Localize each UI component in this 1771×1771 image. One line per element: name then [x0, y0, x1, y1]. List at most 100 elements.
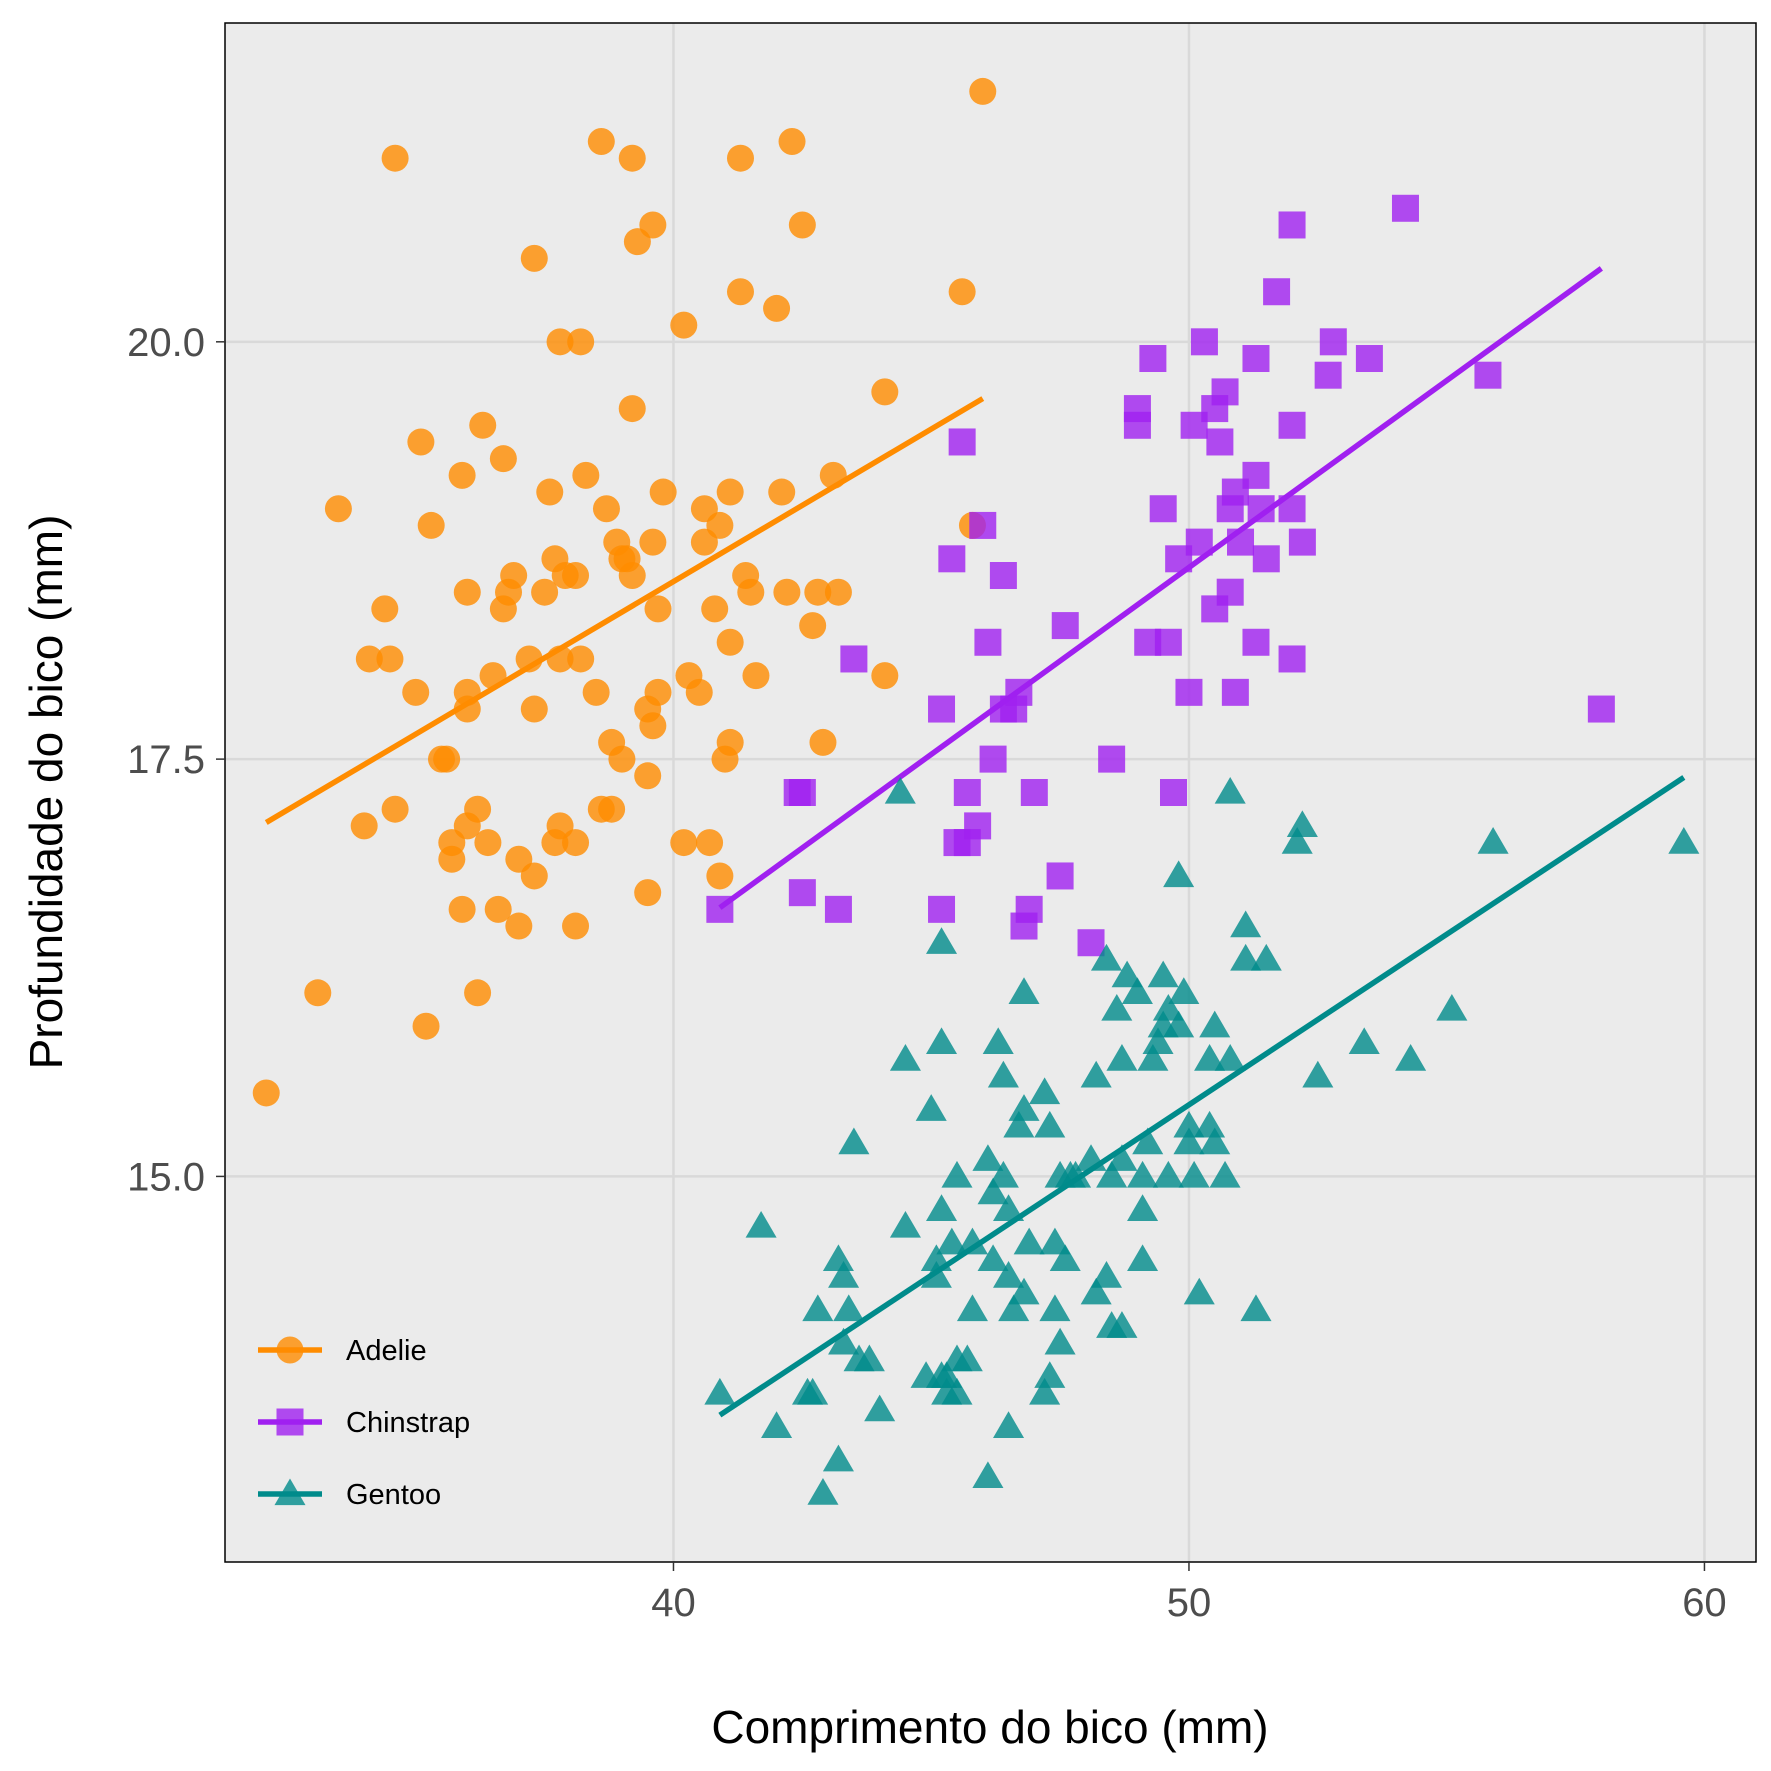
data-point-adelie	[304, 979, 332, 1007]
x-axis-ticks: 40 50 60	[651, 1562, 1727, 1625]
data-point-gentoo	[807, 1478, 839, 1505]
data-point-gentoo	[1137, 1044, 1169, 1071]
data-point-gentoo	[987, 1160, 1019, 1188]
data-point-gentoo	[822, 1244, 854, 1272]
data-point-chinstrap	[989, 562, 1017, 590]
data-point-adelie	[572, 461, 600, 489]
data-point-adelie	[639, 528, 667, 556]
data-point-gentoo	[1395, 1044, 1427, 1071]
x-tick-label: 60	[1682, 1581, 1727, 1625]
data-point-gentoo	[1096, 1160, 1128, 1188]
data-point-gentoo	[889, 1210, 921, 1238]
data-point-gentoo	[972, 1461, 1004, 1489]
data-point-adelie	[716, 478, 744, 506]
data-point-chinstrap	[953, 779, 981, 806]
data-point-gentoo	[1075, 1144, 1107, 1171]
data-point-chinstrap	[1319, 328, 1347, 356]
data-point-adelie	[592, 495, 620, 523]
data-point-gentoo	[1152, 1160, 1184, 1188]
data-point-gentoo	[920, 1244, 952, 1272]
data-point-chinstrap	[928, 695, 956, 723]
data-point-chinstrap	[1190, 328, 1218, 356]
data-point-chinstrap	[969, 511, 997, 539]
data-point-chinstrap	[1139, 345, 1167, 373]
data-point-adelie	[252, 1079, 280, 1107]
data-point-gentoo	[1209, 1160, 1241, 1188]
data-point-chinstrap	[1247, 495, 1275, 523]
data-point-gentoo	[833, 1294, 865, 1322]
data-point-chinstrap	[1149, 495, 1177, 523]
data-point-adelie	[448, 895, 476, 923]
data-point-gentoo	[1214, 1044, 1246, 1071]
data-point-gentoo	[1348, 1027, 1380, 1055]
data-point-adelie	[582, 678, 610, 706]
data-point-gentoo	[1008, 977, 1040, 1004]
legend-item-chinstrap: Chinstrap	[258, 1407, 470, 1439]
data-point-gentoo	[926, 1194, 958, 1221]
data-point-chinstrap	[1252, 545, 1280, 573]
data-point-gentoo	[972, 1144, 1004, 1171]
data-point-gentoo	[761, 1411, 793, 1438]
data-point-gentoo	[889, 1044, 921, 1071]
data-point-gentoo	[1121, 977, 1153, 1004]
data-point-gentoo	[1152, 993, 1184, 1021]
data-point-gentoo	[1029, 1377, 1061, 1405]
data-point-chinstrap	[1098, 745, 1126, 773]
data-point-adelie	[608, 745, 636, 773]
data-point-gentoo	[926, 1027, 958, 1055]
data-point-adelie	[799, 612, 827, 640]
data-point-gentoo	[993, 1261, 1025, 1288]
data-point-gentoo	[704, 1377, 736, 1405]
data-point-gentoo	[982, 1027, 1014, 1055]
data-point-gentoo	[1060, 1160, 1092, 1188]
data-point-chinstrap	[1314, 361, 1342, 389]
data-point-chinstrap	[1159, 779, 1187, 806]
legend-key-marker	[276, 1408, 304, 1436]
data-point-chinstrap	[1201, 395, 1229, 423]
data-point-gentoo	[926, 927, 958, 954]
data-point-gentoo	[1111, 960, 1143, 988]
data-point-gentoo	[956, 1294, 988, 1322]
data-point-adelie	[412, 1012, 440, 1040]
data-point-adelie	[464, 979, 492, 1007]
data-point-gentoo	[1101, 993, 1133, 1021]
data-point-adelie	[371, 595, 399, 623]
data-point-gentoo	[884, 776, 916, 804]
data-point-adelie	[484, 895, 512, 923]
data-point-adelie	[644, 595, 672, 623]
legend-label: Adelie	[346, 1335, 427, 1367]
data-point-adelie	[809, 728, 837, 756]
data-point-adelie	[546, 328, 574, 356]
data-point-chinstrap	[824, 895, 852, 923]
data-point-gentoo	[998, 1294, 1030, 1322]
data-point-chinstrap	[788, 779, 816, 806]
data-point-adelie	[505, 912, 533, 940]
data-point-adelie	[742, 662, 770, 690]
data-point-gentoo	[1250, 943, 1282, 971]
data-point-adelie	[433, 745, 461, 773]
legend-key-marker	[276, 1336, 304, 1364]
data-point-chinstrap	[1242, 628, 1270, 656]
data-point-adelie	[567, 328, 595, 356]
data-point-adelie	[407, 428, 435, 456]
data-point-gentoo	[1214, 776, 1246, 804]
data-point-adelie	[871, 378, 899, 406]
data-point-adelie	[706, 862, 734, 890]
data-point-gentoo	[936, 1227, 968, 1255]
data-point-adelie	[464, 795, 492, 823]
trend-line-adelie	[264, 396, 985, 825]
data-point-chinstrap	[1051, 612, 1079, 640]
data-point-gentoo	[1173, 1127, 1205, 1155]
data-point-adelie	[701, 595, 729, 623]
data-point-gentoo	[1194, 1110, 1226, 1138]
data-point-chinstrap	[979, 745, 1007, 773]
data-point-gentoo	[941, 1160, 973, 1188]
data-point-gentoo	[1142, 1027, 1174, 1055]
data-point-gentoo	[797, 1377, 829, 1405]
data-point-adelie	[562, 829, 590, 857]
data-point-gentoo	[1127, 1194, 1159, 1221]
legend-key-marker	[274, 1478, 306, 1506]
data-point-adelie	[685, 678, 713, 706]
data-point-gentoo	[822, 1444, 854, 1472]
